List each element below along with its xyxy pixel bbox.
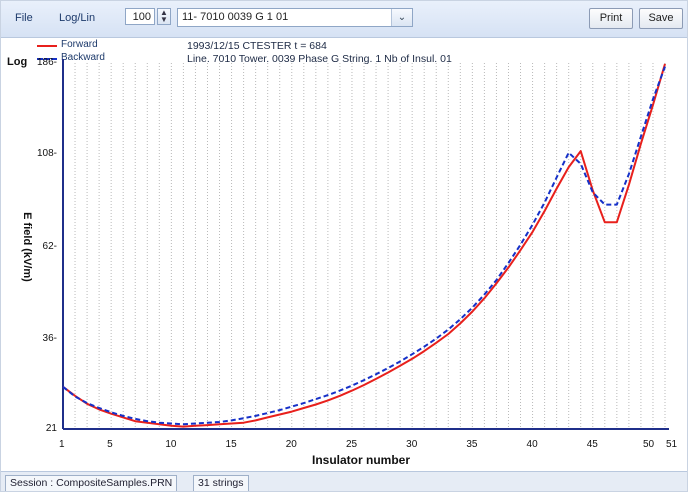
y-tick-label: 108- [36,148,57,160]
x-tick-label: 35 [466,439,478,450]
e-field-chart [62,59,669,430]
session-status: Session : CompositeSamples.PRN [5,475,178,491]
x-tick-label: 40 [526,439,538,450]
scale-label: Log [7,56,28,68]
y-tick-label: 21 [45,423,57,434]
series-line-forward [62,63,666,428]
log-lin-toggle[interactable]: Log/Lin [59,12,96,24]
x-tick-label: 15 [225,439,237,450]
spin-arrows-icon[interactable]: ▲ ▼ [157,8,171,25]
chevron-down-icon[interactable]: ⌄ [391,9,412,26]
x-tick-label: 50 [642,439,655,450]
x-tick-label: 20 [285,439,297,450]
y-tick-label: 186- [36,57,57,68]
zoom-spin-input[interactable]: 100 [125,8,155,25]
strings-count: 31 strings [193,475,249,491]
string-info: Line. 7010 Tower. 0039 Phase G String. 1… [187,53,452,65]
status-bar: Session : CompositeSamples.PRN 31 string… [1,471,687,491]
x-tick-label: 30 [406,439,418,450]
legend-forward-swatch [37,45,57,47]
print-button[interactable]: Print [589,8,633,29]
legend-forward-label: Forward [61,39,98,50]
x-tick-label: 25 [345,439,358,450]
toolbar: File Log/Lin 100 ▲ ▼ 11- 7010 0039 G 1 01… [1,1,687,38]
x-tick-label: 10 [165,439,177,450]
legend-backward-label: Backward [61,52,105,63]
y-tick-label: 62- [42,241,57,253]
x-tick-label: 51 [666,439,678,450]
save-button[interactable]: Save [639,8,683,29]
x-tick-label: 1 [59,439,65,450]
y-tick-label: 36- [42,332,57,344]
x-tick-label: 45 [586,439,598,450]
legend-backward-swatch [37,58,57,60]
string-select[interactable]: 11- 7010 0039 G 1 01 [177,8,413,27]
series-line-backward [62,66,666,426]
measurement-info: 1993/12/15 CTESTER t = 684 [187,40,327,52]
file-menu[interactable]: File [15,12,33,24]
x-tick-label: 5 [107,439,113,450]
x-axis-label: Insulator number [311,453,410,467]
